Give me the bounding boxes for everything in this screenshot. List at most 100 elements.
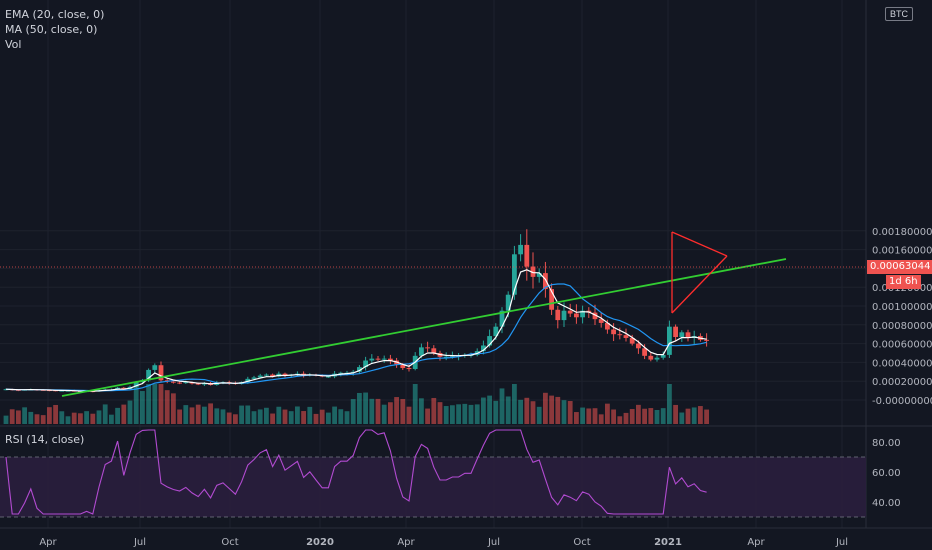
volume-bar [239, 405, 244, 424]
candle-body [264, 374, 269, 376]
volume-bar [183, 405, 189, 424]
volume-bar [381, 404, 387, 424]
volume-bar [623, 412, 629, 424]
candle-body [574, 313, 579, 318]
candle-body [530, 266, 536, 277]
candle-body [251, 377, 257, 379]
candle-body [685, 332, 691, 338]
volume-bar [164, 390, 170, 424]
candle-body [400, 364, 406, 369]
price-tick-label: -0.00000000 [872, 396, 932, 407]
volume-bar [580, 407, 585, 424]
volume-bar [152, 384, 158, 424]
candle-body [605, 322, 610, 330]
rsi-line [5, 429, 707, 515]
volume-bar [512, 384, 517, 424]
volume-bar [667, 384, 672, 424]
volume-bar [561, 400, 567, 424]
candle-body [388, 358, 393, 361]
candle-body [443, 356, 449, 358]
volume-bar [288, 411, 294, 424]
volume-bar [636, 404, 641, 424]
volume-bar [270, 413, 275, 424]
volume-legend[interactable]: Vol [5, 38, 22, 51]
price-axis[interactable]: 0.001800000.001600000.001400000.00120000… [872, 227, 932, 407]
candle-body [481, 345, 486, 352]
rsi-legend[interactable]: RSI (14, close) [5, 433, 85, 446]
candle-body [146, 369, 151, 381]
volume-bar [586, 408, 592, 424]
volume-bar [437, 402, 443, 424]
volume-bar [140, 391, 145, 424]
volume-bar [487, 395, 492, 424]
time-tick-label: 2021 [654, 537, 682, 548]
volume-bar [96, 410, 102, 424]
rsi-tick-label: 60.00 [872, 468, 901, 479]
volume-bar [171, 393, 176, 424]
volume-bar [592, 408, 598, 424]
price-tick-label: 0.00020000 [872, 377, 932, 388]
volume-bar [524, 397, 530, 424]
candle-body [617, 334, 623, 336]
volume-bar [505, 396, 511, 424]
volume-bar [536, 406, 542, 424]
volume-bar [282, 409, 288, 424]
candle-body [660, 354, 666, 358]
candle-body [133, 382, 139, 387]
time-tick-label: Jul [487, 537, 500, 548]
volume-bar [549, 395, 554, 424]
volume-bar [16, 410, 21, 424]
volume-bar [617, 416, 623, 424]
volume-bar [468, 404, 474, 424]
volume-bar [251, 411, 257, 424]
volume-bar [22, 407, 27, 424]
candle-body [611, 329, 616, 335]
price-tick-label: 0.00040000 [872, 358, 932, 369]
volume-bar [90, 413, 96, 424]
candle-body [375, 358, 381, 360]
volume-bar [698, 406, 703, 424]
candle-body [282, 373, 288, 376]
candle-body [425, 347, 430, 349]
volume-bar [543, 392, 548, 424]
volume-bar [450, 405, 455, 424]
ma-legend[interactable]: MA (50, close, 0) [5, 23, 98, 36]
candle-body [381, 358, 387, 360]
volume-bar [654, 409, 660, 424]
candle-body [592, 312, 598, 320]
candle-body [549, 289, 554, 310]
volume-bar [518, 399, 523, 424]
volume-bar [109, 414, 114, 424]
candle-body [419, 347, 424, 356]
time-tick-label: Oct [573, 537, 590, 548]
time-axis[interactable]: Apr Jul Oct 2020 Apr Jul Oct 2021 Apr Jul [39, 537, 848, 548]
time-tick-label: Jul [133, 537, 146, 548]
grid-lines [0, 0, 866, 528]
candle-body [406, 368, 412, 370]
volume-bar [400, 399, 406, 424]
volume-bar [443, 406, 449, 424]
volume-bar [462, 403, 468, 424]
volume-bar [158, 384, 164, 424]
candle-body [679, 332, 685, 338]
triangle-lower-line [671, 255, 728, 314]
ema-legend[interactable]: EMA (20, close, 0) [5, 8, 105, 21]
volume-bar [177, 409, 182, 424]
candle-body [580, 310, 585, 318]
candle-body [487, 336, 492, 346]
candle-body [543, 273, 548, 290]
volume-bar [332, 406, 337, 424]
time-tick-label: Apr [39, 537, 57, 548]
volume-bar [307, 406, 313, 424]
volume-bar [65, 416, 71, 424]
candlesticks [3, 229, 709, 393]
volume-bar [195, 404, 201, 424]
candle-body [518, 244, 523, 255]
volume-bar [412, 384, 418, 424]
volume-bar [685, 408, 691, 424]
volume-bar [375, 398, 381, 424]
currency-badge[interactable]: BTC [885, 7, 913, 21]
volume-bar [146, 384, 151, 424]
volume-bar [28, 411, 34, 424]
